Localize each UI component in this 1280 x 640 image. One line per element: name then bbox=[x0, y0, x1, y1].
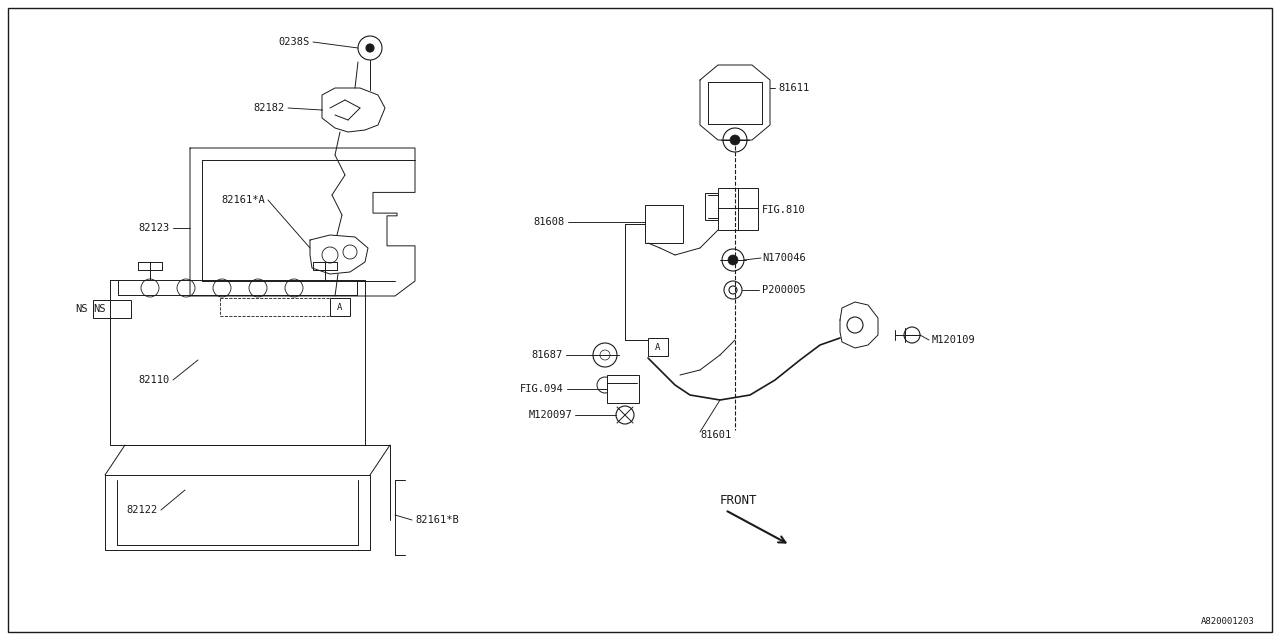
Circle shape bbox=[730, 135, 740, 145]
Text: 82123: 82123 bbox=[138, 223, 170, 233]
Text: M120109: M120109 bbox=[932, 335, 975, 345]
Text: 81687: 81687 bbox=[531, 350, 563, 360]
Text: A: A bbox=[655, 342, 660, 351]
Text: 82182: 82182 bbox=[253, 103, 285, 113]
Text: N170046: N170046 bbox=[762, 253, 805, 263]
Text: P200005: P200005 bbox=[762, 285, 805, 295]
Text: 82122: 82122 bbox=[127, 505, 157, 515]
Text: FIG.094: FIG.094 bbox=[520, 384, 564, 394]
Bar bbox=[645, 205, 684, 243]
Bar bbox=[330, 298, 349, 316]
Text: 82161*B: 82161*B bbox=[415, 515, 458, 525]
Text: NS: NS bbox=[93, 304, 105, 314]
Circle shape bbox=[366, 44, 374, 52]
Text: M120097: M120097 bbox=[529, 410, 572, 420]
Text: A820001203: A820001203 bbox=[1201, 618, 1254, 627]
Text: 82110: 82110 bbox=[138, 375, 170, 385]
Circle shape bbox=[728, 255, 739, 265]
Bar bbox=[607, 375, 639, 403]
Text: 82161*A: 82161*A bbox=[221, 195, 265, 205]
Text: FRONT: FRONT bbox=[719, 493, 758, 506]
Bar bbox=[705, 193, 718, 220]
Text: NS: NS bbox=[76, 304, 88, 314]
Text: FIG.810: FIG.810 bbox=[762, 205, 805, 215]
Bar bbox=[718, 188, 758, 230]
Text: 81611: 81611 bbox=[778, 83, 809, 93]
Text: 81601: 81601 bbox=[700, 430, 731, 440]
Text: A: A bbox=[338, 303, 343, 312]
Text: 0238S: 0238S bbox=[279, 37, 310, 47]
Bar bbox=[648, 338, 668, 356]
Bar bbox=[93, 300, 131, 318]
Text: 81608: 81608 bbox=[534, 217, 564, 227]
Circle shape bbox=[600, 350, 611, 360]
